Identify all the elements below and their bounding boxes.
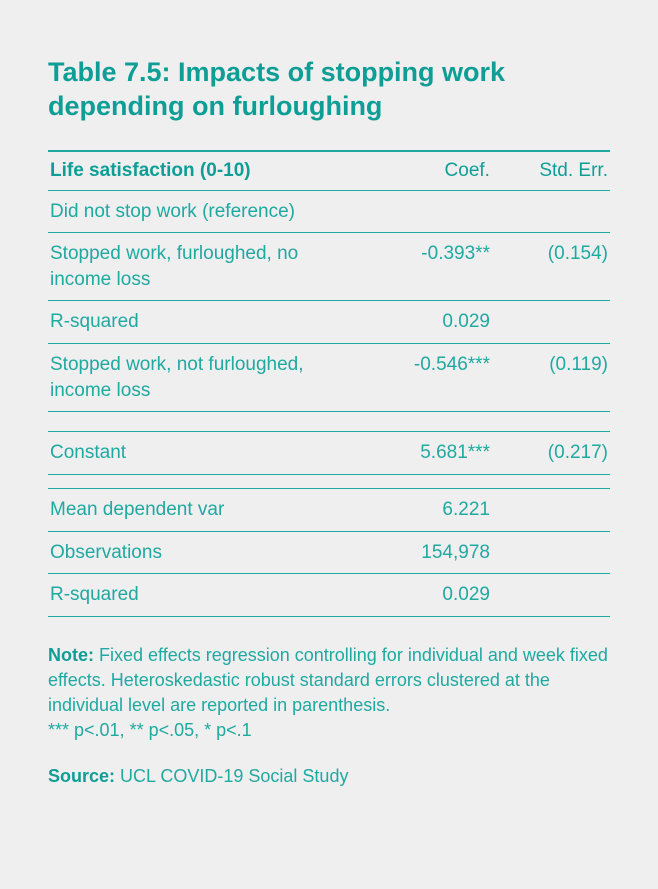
table-note: Note: Fixed effects regression controlli… [48,643,610,744]
table-header-row: Life satisfaction (0-10) Coef. Std. Err. [48,151,610,191]
row-coef: 5.681*** [357,432,492,475]
regression-table: Life satisfaction (0-10) Coef. Std. Err.… [48,150,610,617]
table-spacer [48,474,610,488]
row-label: R-squared [48,301,357,344]
row-label: Constant [48,432,357,475]
table-source: Source: UCL COVID-19 Social Study [48,764,610,789]
row-coef: 6.221 [357,488,492,531]
row-label: Stopped work, furloughed, no income loss [48,233,357,301]
row-label: Observations [48,531,357,574]
table-row: Constant 5.681*** (0.217) [48,432,610,475]
row-stderr [492,190,610,233]
row-label: Mean dependent var [48,488,357,531]
row-stderr [492,301,610,344]
row-label: R-squared [48,574,357,617]
table-row: Mean dependent var 6.221 [48,488,610,531]
table-row: R-squared 0.029 [48,301,610,344]
source-label: Source: [48,766,115,786]
table-row: Observations 154,978 [48,531,610,574]
table-row: R-squared 0.029 [48,574,610,617]
header-label: Life satisfaction (0-10) [48,151,357,191]
table-row: Did not stop work (reference) [48,190,610,233]
header-coef: Coef. [357,151,492,191]
row-stderr: (0.119) [492,344,610,412]
note-text: Fixed effects regression controlling for… [48,645,608,715]
row-stderr [492,531,610,574]
source-text: UCL COVID-19 Social Study [115,766,348,786]
row-coef: -0.393** [357,233,492,301]
row-coef [357,190,492,233]
table-title: Table 7.5: Impacts of stopping work depe… [48,56,610,124]
row-stderr: (0.154) [492,233,610,301]
row-stderr [492,488,610,531]
row-coef: -0.546*** [357,344,492,412]
table-row: Stopped work, not furloughed, income los… [48,344,610,412]
note-label: Note: [48,645,94,665]
row-coef: 154,978 [357,531,492,574]
table-row: Stopped work, furloughed, no income loss… [48,233,610,301]
table-spacer [48,412,610,432]
row-coef: 0.029 [357,301,492,344]
row-stderr: (0.217) [492,432,610,475]
row-coef: 0.029 [357,574,492,617]
row-label: Stopped work, not furloughed, income los… [48,344,357,412]
header-stderr: Std. Err. [492,151,610,191]
note-significance: *** p<.01, ** p<.05, * p<.1 [48,720,252,740]
row-label: Did not stop work (reference) [48,190,357,233]
row-stderr [492,574,610,617]
